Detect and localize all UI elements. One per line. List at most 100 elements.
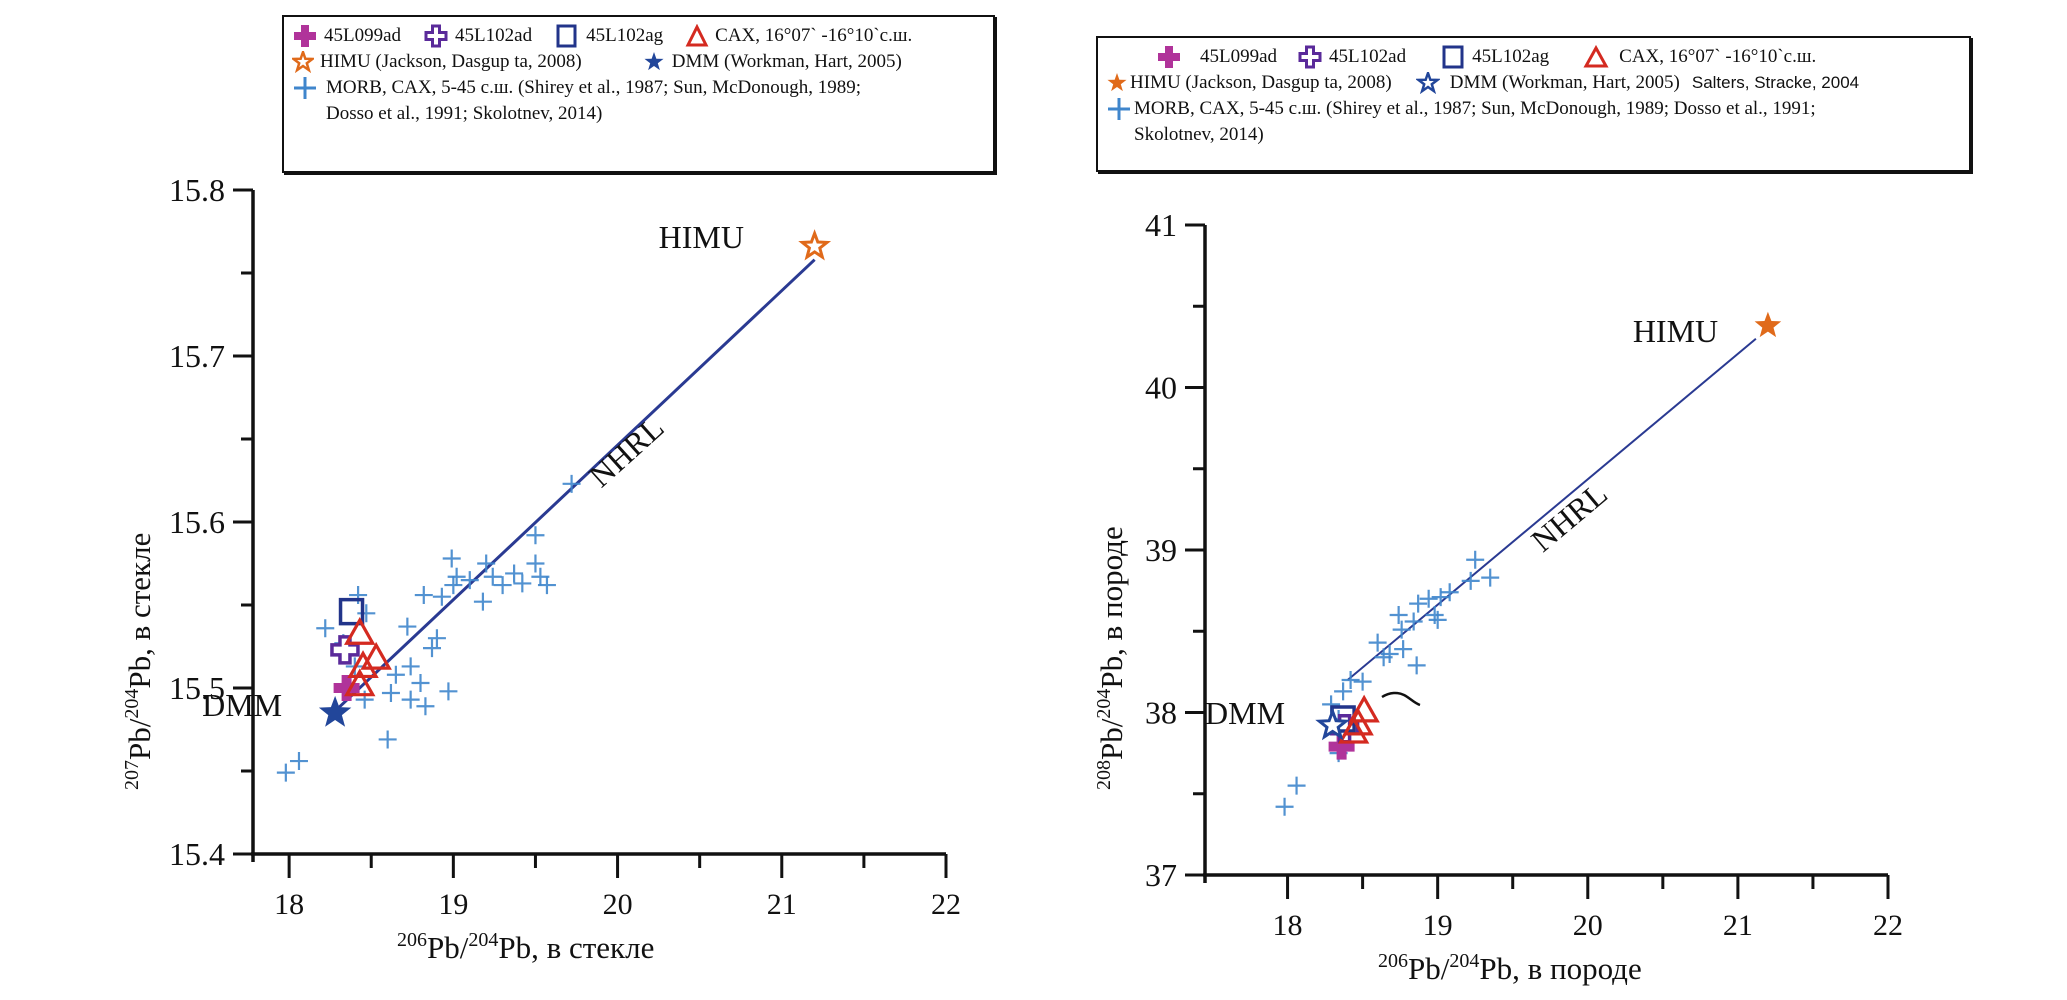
plus-icon [294,77,316,99]
y-label-text: Pb/ [1094,718,1129,760]
legend-item-45L099ad: 45L099ad [1156,44,1277,70]
morb-point [526,526,545,545]
morb-point [1440,583,1459,602]
series-45l102ag [1330,705,1356,733]
morb-point [1431,588,1450,607]
legend-item-dmm: DMM (Workman, Hart, 2005) [642,49,902,75]
morb-point [411,674,430,693]
cax-point [1348,694,1380,723]
series-45l102ad [330,635,360,665]
x-tick-label: 18 [274,888,304,921]
legend-item-45L102ag: 45L102ag [1440,44,1549,70]
morb-point [1275,797,1294,816]
legend-item-45L099ad: 45L099ad [292,23,401,49]
annotation-himu: HIMU [659,219,744,255]
y-label-superscript: 204 [1093,689,1115,719]
morb-point [289,752,308,771]
filled-cross-icon [294,25,316,47]
legend-item-morb: MORB, CAX, 5-45 с.ш. (Shirey et al., 198… [1134,96,1816,148]
right-legend: 45L099ad 45L102ad 45L102ag CAX, 16°07` -… [1096,36,1971,172]
legend-label: 45L099ad [324,25,402,46]
left-scatter-chart: 15.415.515.615.715.818 19 20 21 22206Pb/204P… [121,172,961,965]
legend-label: Skolotnev, 2014) [1134,124,1264,145]
morb-point [1329,710,1348,728]
morb-point [422,639,441,658]
morb-point [1404,612,1423,631]
morb-point [1368,633,1387,652]
legend-label: 45L102ad [455,25,533,46]
morb-point [1380,645,1399,663]
legend-item-45L102ag: 45L102ag [554,23,663,49]
y-tick-label: 38 [1145,695,1177,731]
morb-point [460,571,479,590]
legend-label: 45L099ad [1200,46,1278,67]
morb-point [1409,594,1428,613]
morb-point [1374,648,1393,667]
series-45l102ag [338,597,365,626]
cax-point [1342,707,1374,736]
morb-point [526,554,545,573]
x-label-superscript: 204 [468,929,498,951]
open-cross-icon [424,24,448,48]
x-label-superscript: 206 [1378,950,1408,972]
legend-item-dmm: DMM (Workman, Hart, 2005) [1415,70,1680,96]
series-45l102ad [1329,714,1360,744]
legend-label: DMM (Workman, Hart, 2005) [671,51,902,72]
legend-label: HIMU (Jackson, Dasgup ta, 2008) [1130,72,1392,93]
x-tick-label: 19 [1423,909,1453,942]
hand-drawn-mark [1381,691,1421,707]
morb-point [1353,672,1372,691]
legend-item-cax: CAX, 16°07` -16°10`с.ш. [1583,44,1816,70]
open-star-icon [292,51,314,73]
morb-point [398,617,417,636]
morb-point [442,549,461,568]
open-star-icon [1415,72,1440,94]
morb-point [1461,571,1480,590]
x-tick-label: 21 [767,888,797,921]
morb-point [439,682,458,701]
x-label-superscript: 204 [1449,950,1479,972]
morb-point [562,474,581,493]
morb-point [432,587,451,606]
annotation-nhrl: NHRL [1524,475,1614,559]
right-legend-row-3: MORB, CAX, 5-45 с.ш. (Shirey et al., 198… [1106,96,1961,148]
x-axis-label: 206Pb/204Pb, в породе [1378,950,1642,986]
legend-label: 45L102ag [586,25,664,46]
y-tick-label: 15.5 [169,670,225,706]
morb-point [483,567,502,586]
legend-label: MORB, CAX, 5-45 с.ш. (Shirey et al., 198… [1134,98,1816,119]
sample-45L102ad-point [330,635,360,665]
filled-cross-icon [1158,46,1180,68]
x-tick-label: 18 [1273,909,1303,942]
x-tick-label: 22 [931,888,961,921]
legend-label: HIMU (Jackson, Dasgup ta, 2008) [320,51,582,72]
right-legend-row-2: HIMU (Jackson, Dasgup ta, 2008) DMM (Wor… [1106,70,1961,96]
series-cax [343,616,392,697]
morb-point [1481,568,1500,587]
legend-item-45L102ad: 45L102ad [1297,44,1406,70]
legend-item-himu: HIMU (Jackson, Dasgup ta, 2008) [1106,70,1392,96]
star-point [318,695,352,727]
morb-point [505,564,524,583]
left-chart-panel: 45L099ad 45L102ad 45L102ag CAX, 16°07` -… [121,15,995,965]
morb-point [1419,589,1438,608]
x-label-text: Pb/ [427,930,469,965]
series-45l099ad [1328,733,1355,760]
legend-label: 45L102ag [1472,46,1550,67]
legend-label: MORB, CAX, 5-45 с.ш. (Shirey et al., 198… [326,77,861,98]
sample-45L102ag-point [1330,705,1356,733]
cax-point [343,668,376,697]
cax-point [343,616,376,645]
morb-point [444,576,463,595]
nhrl-line [1346,337,1757,681]
x-tick-label: 21 [1723,909,1753,942]
morb-point [1322,695,1341,714]
morb-point [401,690,420,709]
y-tick-label: 39 [1145,532,1177,568]
series-dmm [318,695,352,727]
star-point [1754,311,1782,338]
x-tick-label: 19 [438,888,468,921]
annotation-dmm: DMM [1205,695,1285,731]
y-tick-label: 15.8 [169,172,225,208]
y-label-text: Pb, в стекле [122,533,157,689]
